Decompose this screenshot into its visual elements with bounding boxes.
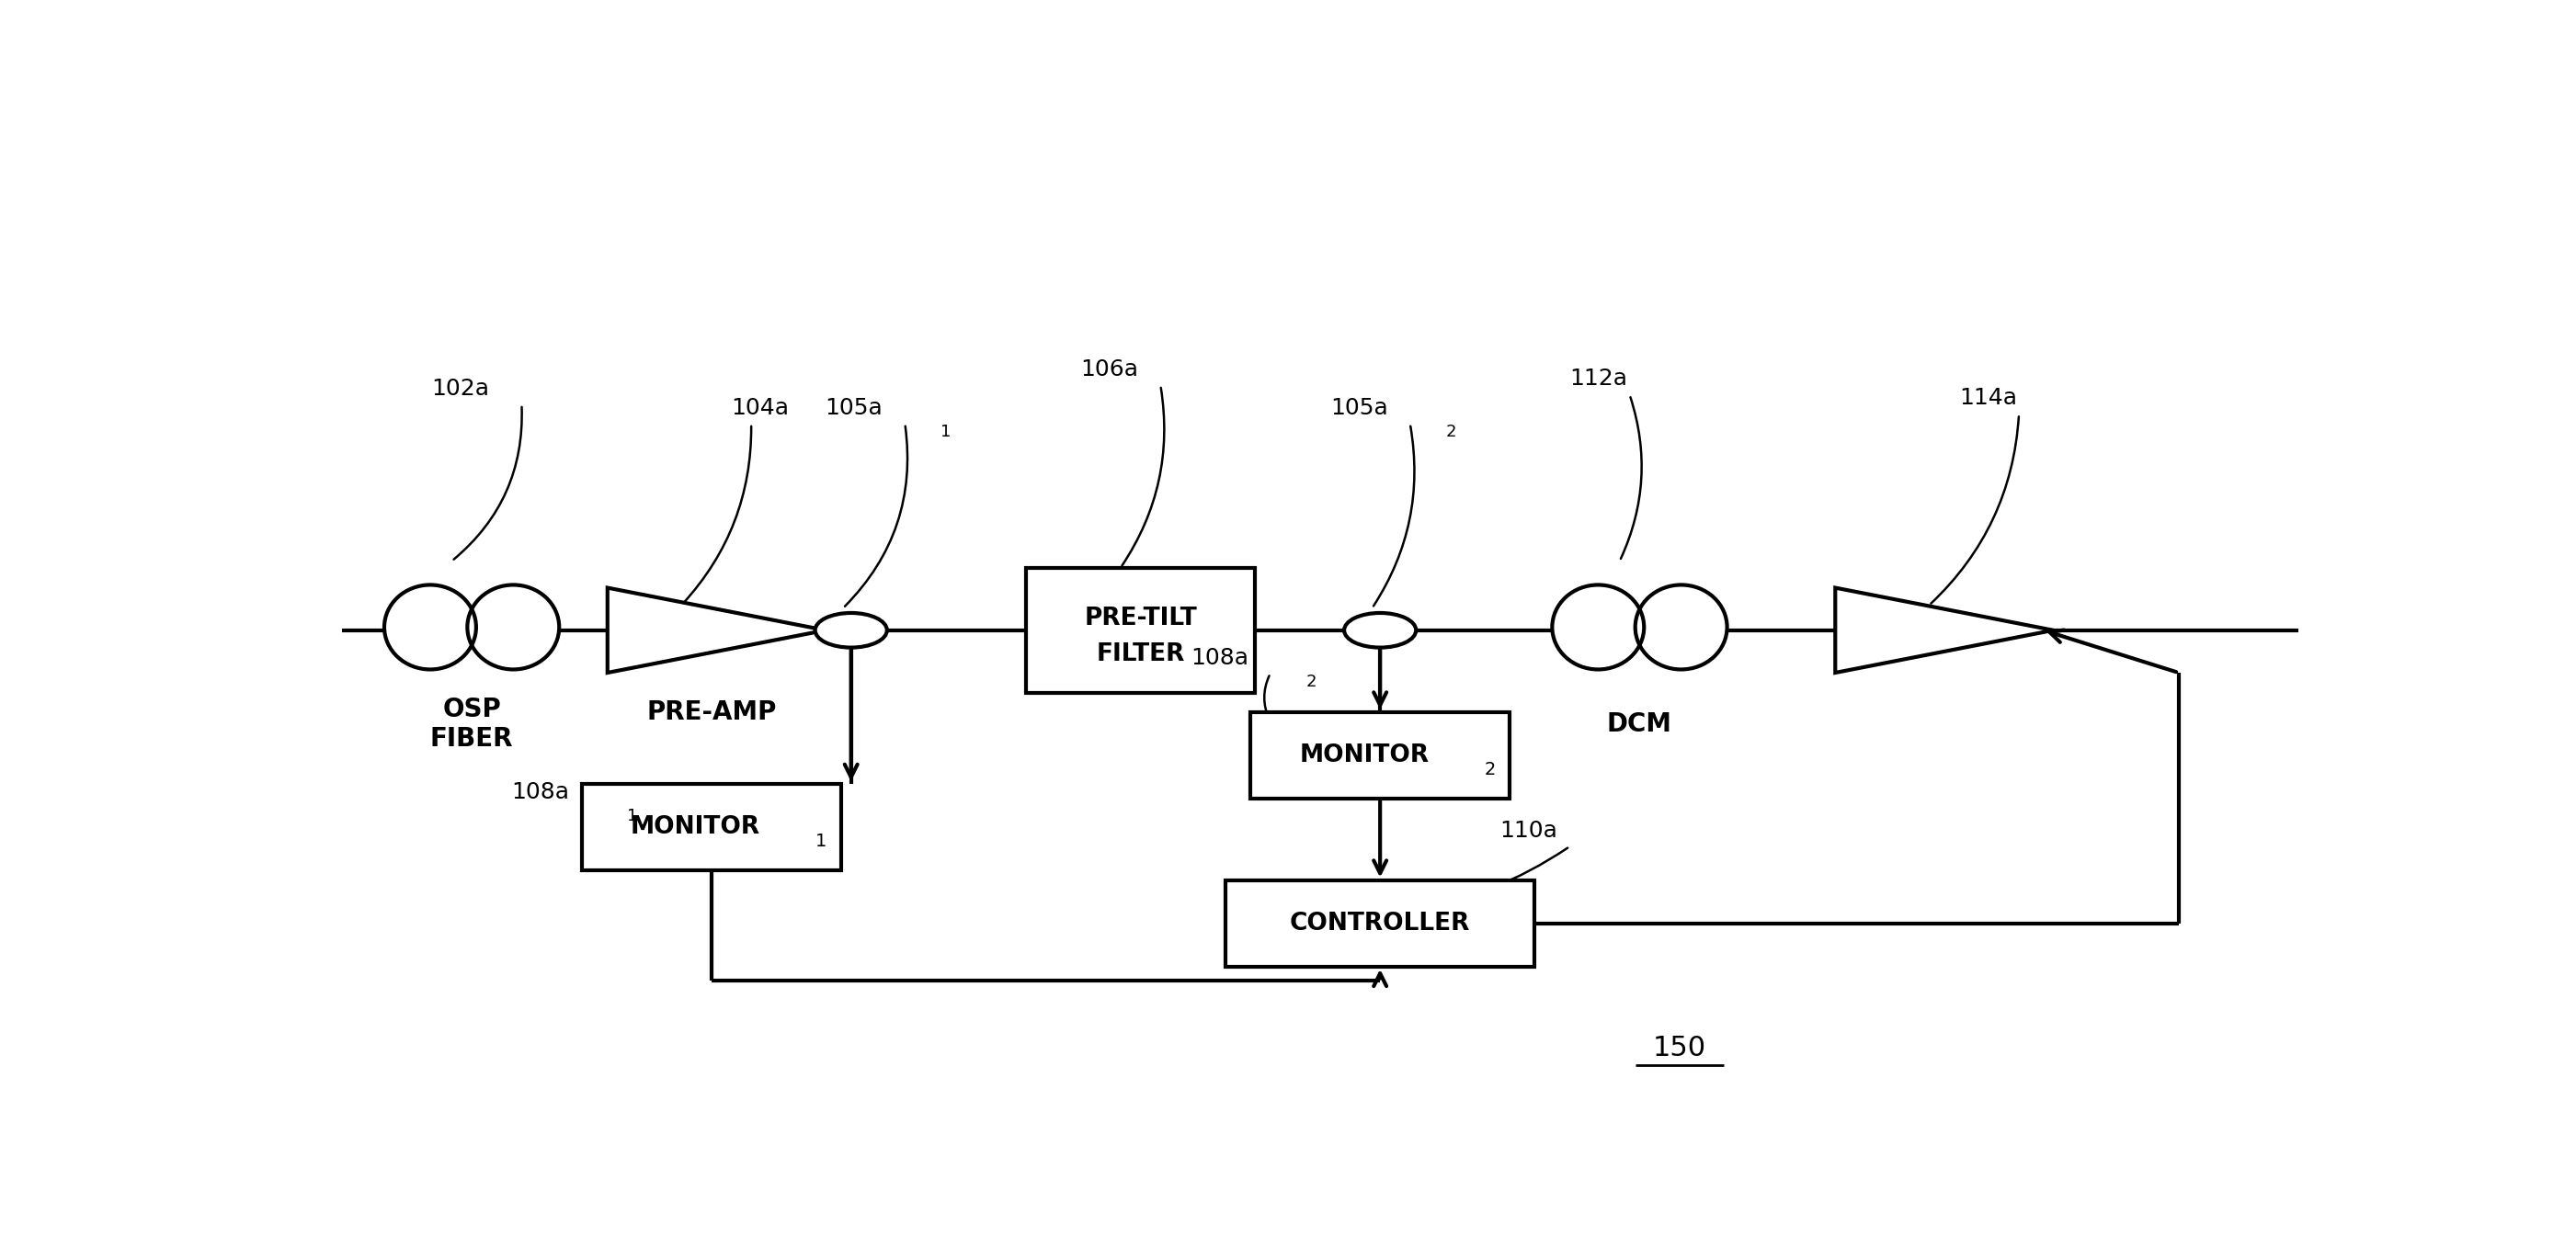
Text: 112a: 112a (1569, 368, 1628, 391)
Text: 114a: 114a (1960, 387, 2017, 409)
Text: 1: 1 (940, 423, 951, 441)
Text: DCM: DCM (1607, 711, 1672, 738)
Text: FILTER: FILTER (1097, 643, 1185, 666)
Text: PRE-TILT: PRE-TILT (1084, 607, 1198, 630)
Text: 2: 2 (1445, 423, 1455, 441)
Ellipse shape (384, 585, 477, 669)
Ellipse shape (1636, 585, 1726, 669)
Text: 108a: 108a (513, 781, 569, 804)
Circle shape (814, 613, 886, 648)
Ellipse shape (1553, 585, 1643, 669)
Text: 105a: 105a (1329, 397, 1388, 419)
FancyBboxPatch shape (582, 784, 840, 871)
Text: MONITOR: MONITOR (631, 815, 760, 839)
Text: PRE-AMP: PRE-AMP (647, 699, 775, 725)
Text: 1: 1 (817, 832, 827, 850)
Text: 106a: 106a (1082, 358, 1139, 381)
Circle shape (1345, 613, 1417, 648)
FancyBboxPatch shape (1226, 880, 1535, 966)
FancyBboxPatch shape (1249, 711, 1510, 799)
Text: OSP
FIBER: OSP FIBER (430, 696, 513, 753)
Text: 104a: 104a (732, 397, 788, 419)
Text: 105a: 105a (824, 397, 884, 419)
Text: 110a: 110a (1499, 820, 1558, 841)
Polygon shape (608, 588, 824, 673)
Text: CONTROLLER: CONTROLLER (1291, 911, 1471, 935)
Text: 2: 2 (1484, 761, 1497, 779)
Text: 102a: 102a (433, 378, 489, 399)
Polygon shape (1834, 588, 2053, 673)
Text: 2: 2 (1306, 673, 1316, 690)
Ellipse shape (466, 585, 559, 669)
FancyBboxPatch shape (1025, 568, 1255, 693)
Text: 150: 150 (1654, 1035, 1705, 1062)
Text: 108a: 108a (1190, 646, 1249, 669)
Text: 1: 1 (629, 807, 639, 825)
Text: MONITOR: MONITOR (1298, 744, 1430, 768)
